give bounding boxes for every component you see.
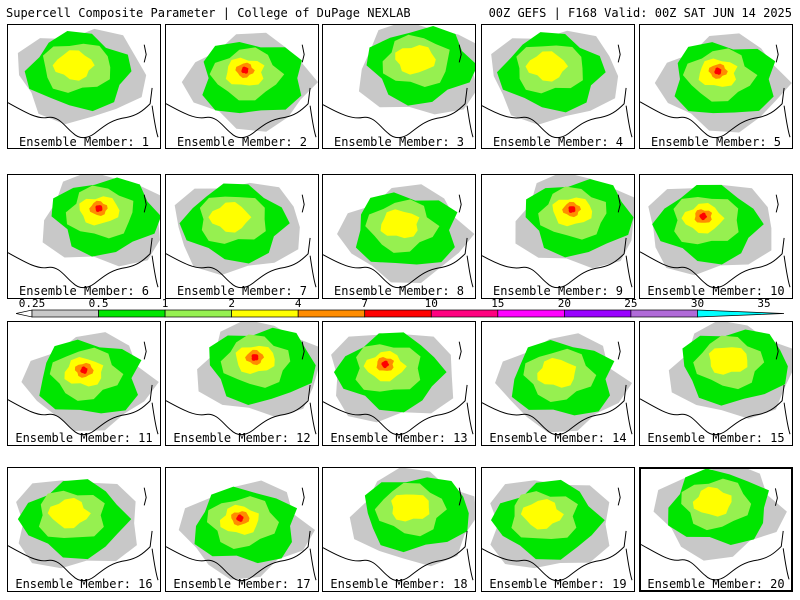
- colorbar-level-20: 20: [557, 297, 571, 310]
- colorbar-level-0.25: 0.25: [18, 297, 46, 310]
- colorbar-level-10: 10: [424, 297, 438, 310]
- ensemble-member-5-map[interactable]: [639, 24, 793, 149]
- ensemble-member-1-map[interactable]: [7, 24, 161, 149]
- ensemble-member-12-map[interactable]: [165, 321, 319, 446]
- ensemble-member-18-map[interactable]: [322, 467, 476, 592]
- ensemble-member-17-label: Ensemble Member: 17: [173, 577, 311, 591]
- colorbar: [15, 297, 786, 319]
- ensemble-member-14-label: Ensemble Member: 14: [489, 431, 627, 445]
- ensemble-member-14-map[interactable]: [481, 321, 635, 446]
- ensemble-member-15-map[interactable]: [639, 321, 793, 446]
- ensemble-member-2-label: Ensemble Member: 2: [176, 135, 308, 149]
- ensemble-member-17-map[interactable]: [165, 467, 319, 592]
- ensemble-member-5-label: Ensemble Member: 5: [650, 135, 782, 149]
- ensemble-member-6-label: Ensemble Member: 6: [18, 284, 150, 298]
- colorbar-level-2: 2: [228, 297, 235, 310]
- ensemble-member-10-map[interactable]: [639, 174, 793, 299]
- header-valid-time: 00Z GEFS | F168 Valid: 00Z SAT JUN 14 20…: [488, 6, 792, 20]
- ensemble-member-8-map[interactable]: [322, 174, 476, 299]
- ensemble-member-6-map[interactable]: [7, 174, 161, 299]
- colorbar-level-1: 1: [161, 297, 169, 310]
- ensemble-member-16-label: Ensemble Member: 16: [15, 577, 153, 591]
- ensemble-member-3-map[interactable]: [322, 24, 476, 149]
- ensemble-member-13-label: Ensemble Member: 13: [330, 431, 468, 445]
- ensemble-member-4-label: Ensemble Member: 4: [492, 135, 624, 149]
- ensemble-member-18-label: Ensemble Member: 18: [330, 577, 468, 591]
- ensemble-member-10-label: Ensemble Member: 10: [647, 284, 785, 298]
- colorbar-level-35: 35: [757, 297, 771, 310]
- ensemble-member-11-label: Ensemble Member: 11: [15, 431, 153, 445]
- ensemble-member-8-label: Ensemble Member: 8: [333, 284, 465, 298]
- ensemble-member-19-map[interactable]: [481, 467, 635, 592]
- colorbar-level-0.5: 0.5: [88, 297, 109, 310]
- ensemble-member-7-label: Ensemble Member: 7: [176, 284, 308, 298]
- colorbar-level-4: 4: [294, 297, 302, 310]
- colorbar-level-30: 30: [690, 297, 705, 310]
- ensemble-member-15-label: Ensemble Member: 15: [647, 431, 785, 445]
- colorbar-level-25: 25: [624, 297, 638, 310]
- ensemble-member-20-label: Ensemble Member: 20: [647, 577, 785, 591]
- ensemble-member-7-map[interactable]: [165, 174, 319, 299]
- ensemble-member-13-map[interactable]: [322, 321, 476, 446]
- ensemble-member-12-label: Ensemble Member: 12: [173, 431, 311, 445]
- colorbar-level-7: 7: [361, 297, 369, 310]
- ensemble-member-2-map[interactable]: [165, 24, 319, 149]
- ensemble-member-11-map[interactable]: [7, 321, 161, 446]
- ensemble-member-20-map[interactable]: [639, 467, 793, 592]
- ensemble-member-19-label: Ensemble Member: 19: [489, 577, 627, 591]
- colorbar-level-15: 15: [491, 297, 505, 310]
- ensemble-member-9-label: Ensemble Member: 9: [492, 284, 624, 298]
- ensemble-member-16-map[interactable]: [7, 467, 161, 592]
- ensemble-member-9-map[interactable]: [481, 174, 635, 299]
- header-title: Supercell Composite Parameter | College …: [6, 6, 411, 20]
- ensemble-member-3-label: Ensemble Member: 3: [333, 135, 465, 149]
- ensemble-member-1-label: Ensemble Member: 1: [18, 135, 150, 149]
- ensemble-member-4-map[interactable]: [481, 24, 635, 149]
